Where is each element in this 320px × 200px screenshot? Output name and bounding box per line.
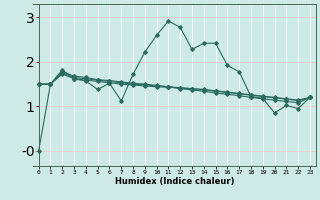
- X-axis label: Humidex (Indice chaleur): Humidex (Indice chaleur): [115, 177, 234, 186]
